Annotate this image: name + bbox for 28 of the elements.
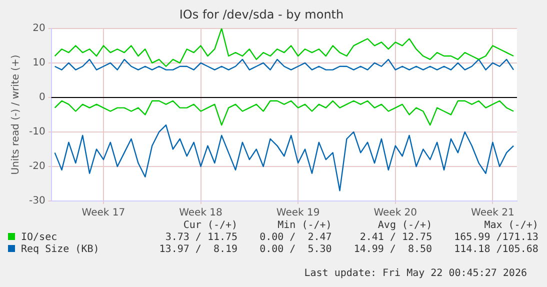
text: Max (-/+): [483, 220, 538, 232]
x-tick-label: Week 20: [374, 208, 418, 219]
text: 3.73 / 11.75: [164, 232, 238, 244]
legend-label: IO/sec: [20, 232, 58, 244]
y-tick-label: -20: [28, 161, 46, 172]
text: 2.41 / 12.75: [358, 232, 432, 244]
text: 0.00 / 5.30: [258, 244, 332, 256]
x-tick-label: Week 19: [276, 208, 320, 219]
y-tick-label: 10: [32, 58, 46, 69]
text: 13.97 / 8.19: [158, 244, 238, 256]
y-tick-label: 0: [38, 92, 46, 104]
x-tick-label: Week 18: [179, 208, 222, 219]
text: Cur (-/+): [182, 220, 238, 232]
y-tick-label: -30: [28, 196, 46, 207]
x-tick-label: Week 17: [82, 208, 126, 219]
y-tick-label: -10: [28, 126, 46, 138]
text: 0.00 / 2.47: [258, 232, 332, 244]
legend-label: Req Size (KB): [20, 244, 100, 256]
text: 14.99 / 8.50: [352, 244, 432, 256]
text: Last update: Fri May 22 00:45:27 2026: [304, 268, 527, 279]
y-axis-title: Units read (-) / write (+): [10, 54, 22, 175]
y-tick-label: 20: [32, 22, 46, 34]
text: 114.18 /105.68: [453, 244, 538, 256]
text: Avg (-/+): [376, 220, 432, 232]
x-tick-label: Week 21: [471, 208, 514, 219]
chart-title: IOs for /dev/sda - by month: [179, 7, 344, 22]
text: Min (-/+): [276, 220, 332, 232]
text: 165.99 /171.13: [453, 232, 538, 244]
